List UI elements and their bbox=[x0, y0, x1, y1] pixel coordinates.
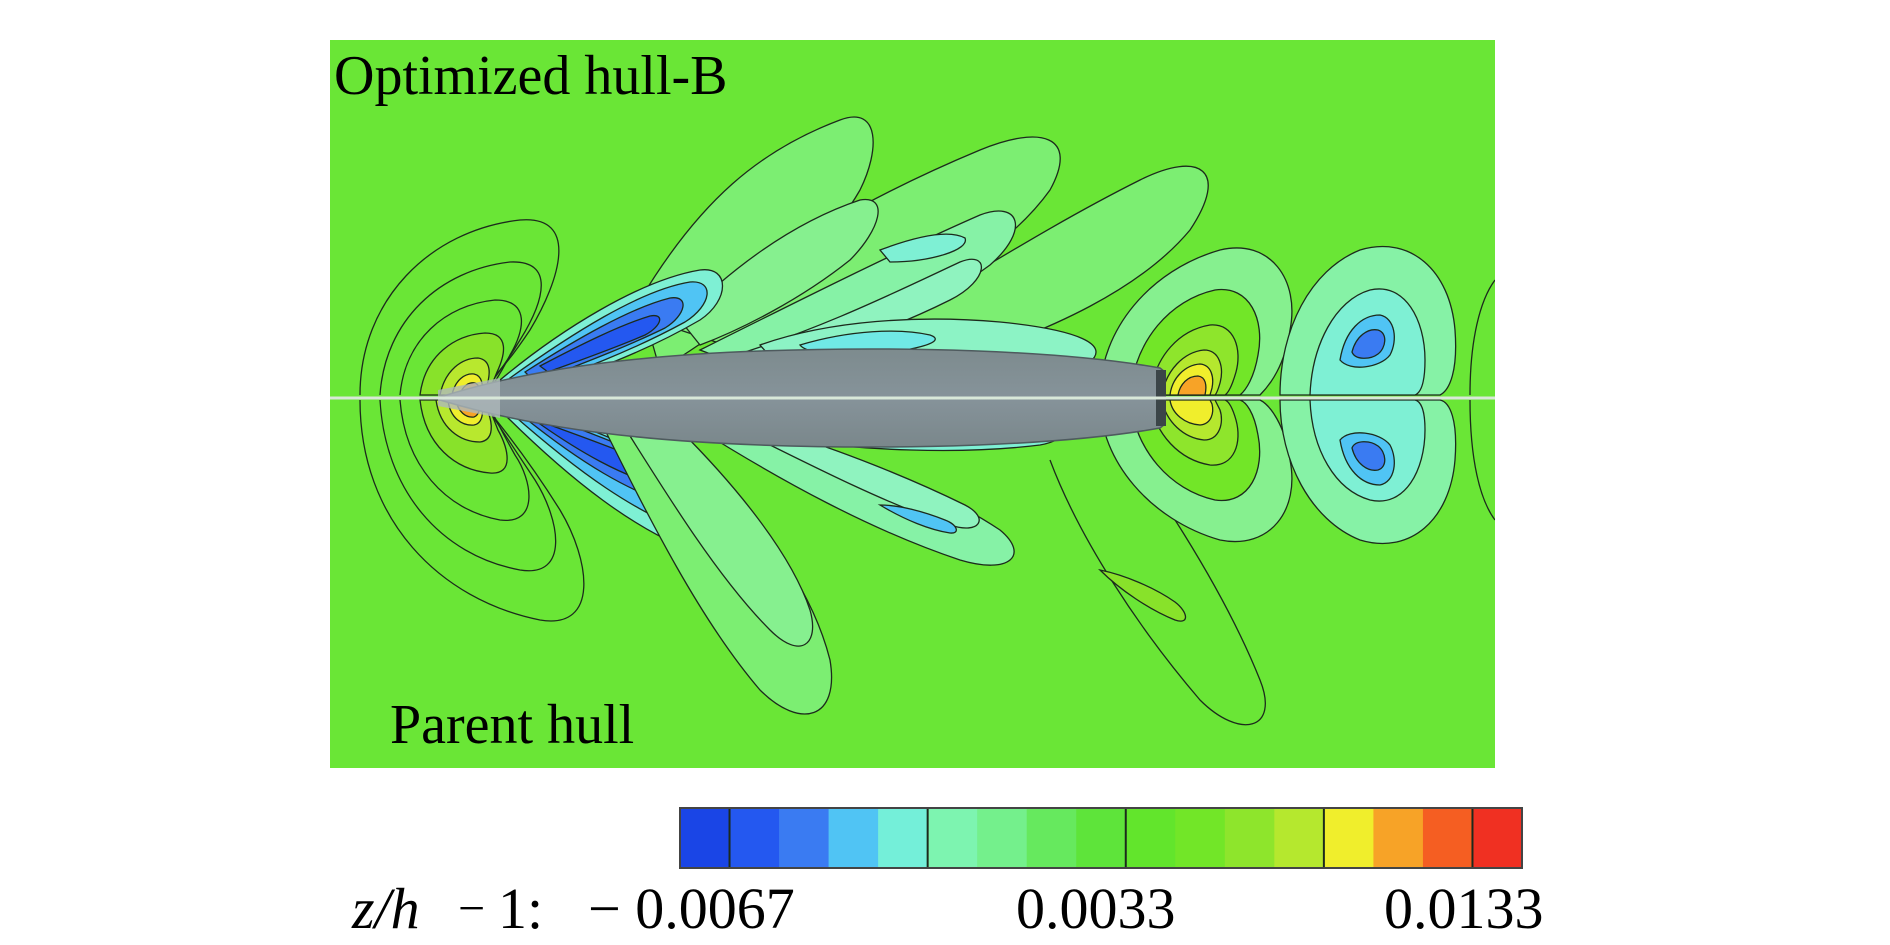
contour-ring bbox=[359, 399, 585, 622]
colorbar-segment bbox=[1373, 808, 1424, 868]
colorbar-segment bbox=[878, 808, 929, 868]
colorbar-frame bbox=[679, 807, 1523, 869]
colorbar-segment bbox=[779, 808, 830, 868]
contour-ring bbox=[1469, 279, 1495, 396]
colorbar-segment bbox=[729, 808, 780, 868]
contour-lobe bbox=[878, 233, 966, 263]
colorbar-segment bbox=[1076, 808, 1127, 868]
contour-ring bbox=[379, 399, 557, 572]
top-label: Optimized hull-B bbox=[334, 45, 728, 107]
colorbar-segment bbox=[1125, 808, 1176, 868]
colorbar-segment bbox=[1323, 808, 1375, 868]
colorbar-segment bbox=[1422, 808, 1474, 868]
colorbar-legend: z/h − 1: − 0.0067 0.0033 0.0133 bbox=[351, 876, 1544, 941]
contour-lobe bbox=[1351, 329, 1386, 359]
colorbar-segment bbox=[828, 808, 879, 868]
colorbar-tick-mid: 0.0033 bbox=[1016, 876, 1176, 941]
colorbar-variable-label: z/h bbox=[351, 876, 420, 941]
contour-lobe bbox=[1351, 441, 1386, 471]
contour-ring bbox=[1469, 399, 1495, 521]
contour-lobe bbox=[739, 429, 980, 529]
colorbar-segment bbox=[1026, 808, 1077, 868]
colorbar-segment bbox=[1224, 808, 1275, 868]
colorbar-one-label: 1: bbox=[498, 876, 543, 941]
colorbar-segment bbox=[977, 808, 1028, 868]
colorbar-segment bbox=[1175, 808, 1226, 868]
colorbar-segment bbox=[927, 808, 978, 868]
colorbar-segment bbox=[680, 808, 731, 868]
bottom-label: Parent hull bbox=[390, 694, 634, 756]
colorbar-tick-max: 0.0133 bbox=[1384, 876, 1544, 941]
contour-ring bbox=[1177, 375, 1207, 396]
contour-lobe bbox=[679, 198, 879, 346]
upper-wave-pattern bbox=[359, 116, 1495, 396]
contour-lobe bbox=[1098, 568, 1187, 622]
colorbar-minus-sign: − bbox=[458, 882, 485, 935]
contour-ring bbox=[399, 299, 522, 396]
contour-field bbox=[330, 40, 1495, 768]
contour-ring bbox=[359, 219, 560, 396]
contour-ring bbox=[399, 399, 530, 521]
contour-lobe bbox=[618, 419, 814, 647]
colorbar-tick-min: − 0.0067 bbox=[588, 876, 795, 941]
contour-trough bbox=[538, 314, 661, 373]
contour-lobe bbox=[877, 504, 957, 534]
contour-ring bbox=[1169, 399, 1214, 426]
colorbar-segment bbox=[1274, 808, 1325, 868]
colorbar bbox=[679, 807, 1523, 869]
colorbar-segment bbox=[1472, 808, 1523, 868]
